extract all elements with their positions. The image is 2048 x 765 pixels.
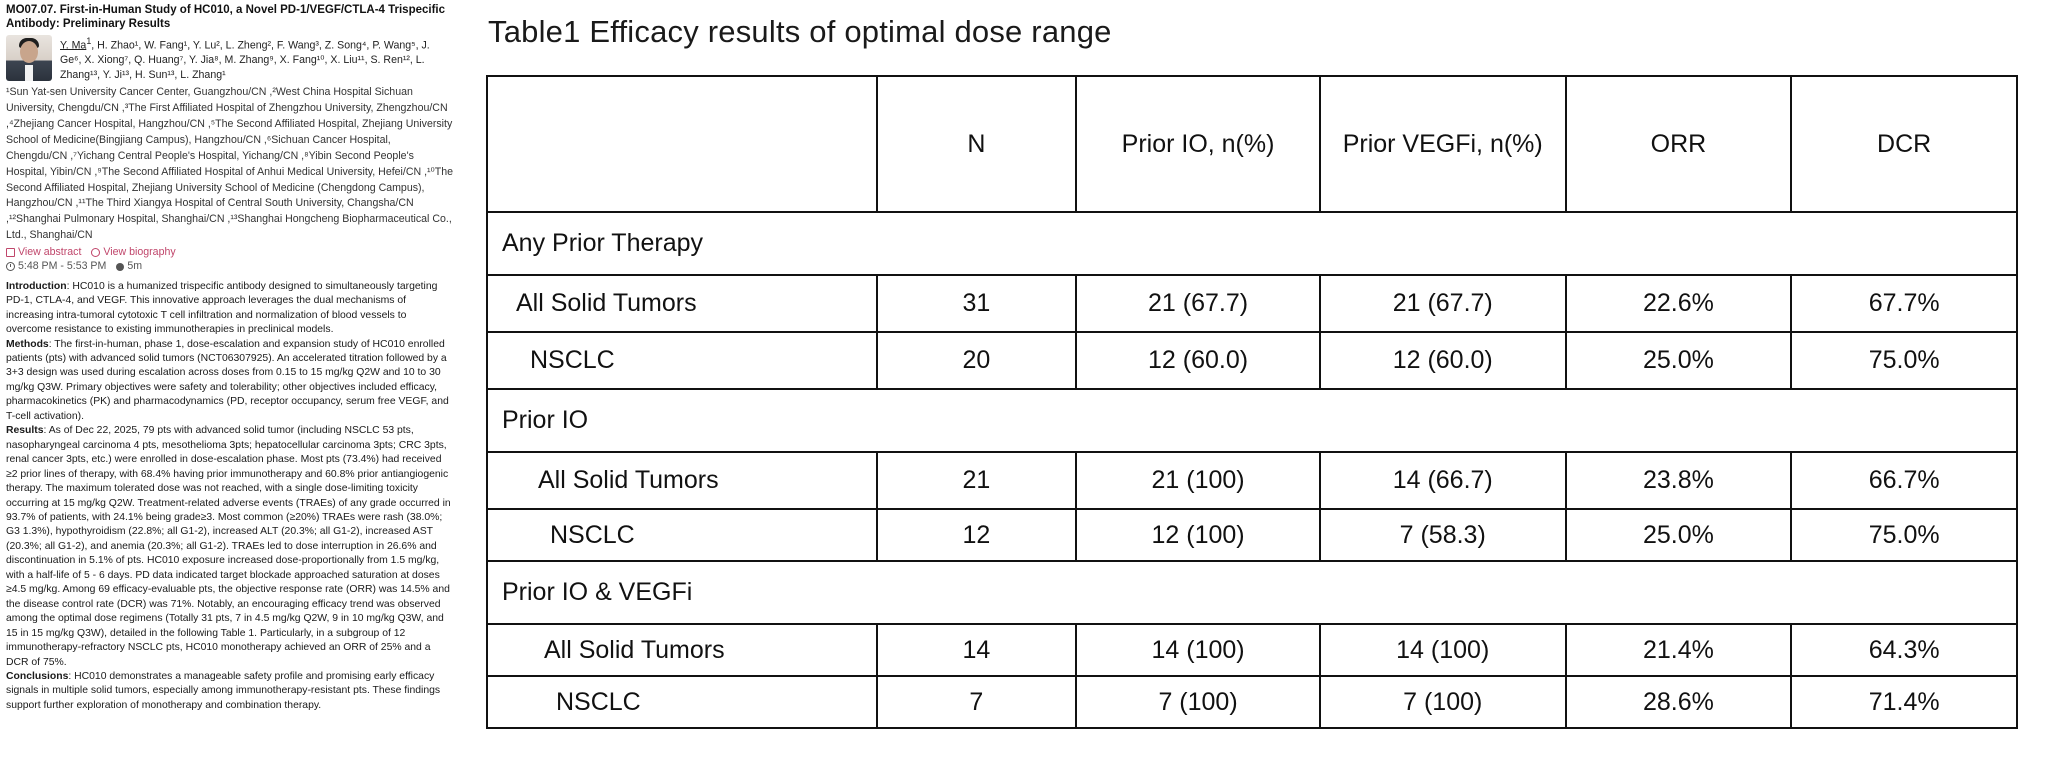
session-duration-text: 5m <box>127 260 143 273</box>
results-label: Results <box>6 425 44 437</box>
author-row: Y. Ma1, H. Zhao¹, W. Fang¹, Y. Lu², L. Z… <box>6 34 454 84</box>
cell-orr: 21.4% <box>1564 623 1793 677</box>
abstract-icon <box>6 247 15 257</box>
cell-prior-io: 12 (60.0) <box>1075 331 1321 390</box>
cell-prior-vegfi: 14 (66.7) <box>1318 451 1567 510</box>
time-row: 5:48 PM - 5:53 PM 5m <box>6 259 454 273</box>
header-cell-dcr: DCR <box>1790 75 2018 213</box>
table-header-row: N Prior IO, n(%) Prior VEGFi, n(%) ORR D… <box>486 75 2018 213</box>
group-label: Any Prior Therapy <box>486 211 2018 276</box>
presenter-avatar <box>6 34 52 81</box>
session-duration: 5m <box>116 259 142 273</box>
header-cell-prior-io: Prior IO, n(%) <box>1075 75 1321 213</box>
session-row: View abstract View biography <box>6 245 454 259</box>
cell-prior-io: 21 (100) <box>1075 451 1321 510</box>
cell-prior-io: 21 (67.7) <box>1075 274 1321 333</box>
timer-icon <box>116 262 125 271</box>
abstract-title: MO07.07. First-in-Human Study of HC010, … <box>6 4 446 30</box>
cell-orr: 23.8% <box>1564 451 1793 510</box>
row-label: NSCLC <box>486 675 878 729</box>
header-cell-n: N <box>875 75 1078 213</box>
first-author-sup: 1 <box>86 35 92 46</box>
view-biography-link[interactable]: View biography <box>91 245 176 259</box>
cell-dcr: 67.7% <box>1790 274 2018 333</box>
table-row: All Solid Tumors 21 21 (100) 14 (66.7) 2… <box>486 451 2018 510</box>
cell-prior-io: 7 (100) <box>1075 675 1321 729</box>
row-label: NSCLC <box>486 508 878 562</box>
table-row: NSCLC 20 12 (60.0) 12 (60.0) 25.0% 75.0% <box>486 331 2018 390</box>
cell-n: 12 <box>875 508 1078 562</box>
group-label: Prior IO <box>486 388 2018 453</box>
cell-prior-vegfi: 7 (100) <box>1318 675 1567 729</box>
session-time: 5:48 PM - 5:53 PM <box>6 259 106 273</box>
clock-icon <box>6 262 15 272</box>
row-label: All Solid Tumors <box>486 623 878 677</box>
cell-n: 21 <box>875 451 1078 510</box>
cell-orr: 22.6% <box>1564 274 1793 333</box>
intro-paragraph: Introduction: HC010 is a humanized trisp… <box>6 280 454 338</box>
intro-label: Introduction <box>6 280 67 292</box>
results-paragraph: Results: As of Dec 22, 2025, 79 pts with… <box>6 424 454 670</box>
header-cell-prior-vegfi: Prior VEGFi, n(%) <box>1318 75 1567 213</box>
row-label: All Solid Tumors <box>486 274 878 333</box>
efficacy-table: N Prior IO, n(%) Prior VEGFi, n(%) ORR D… <box>486 75 2018 729</box>
header-cell-label <box>486 75 878 213</box>
view-abstract-link[interactable]: View abstract <box>6 245 81 259</box>
methods-paragraph: Methods: The first-in-human, phase 1, do… <box>6 338 454 425</box>
first-author-link[interactable]: Y. Ma <box>60 39 87 52</box>
row-label: All Solid Tumors <box>486 451 878 510</box>
table-title: Table1 Efficacy results of optimal dose … <box>488 14 1112 49</box>
author-list: Y. Ma1, H. Zhao¹, W. Fang¹, Y. Lu², L. Z… <box>60 35 454 84</box>
other-authors: , H. Zhao¹, W. Fang¹, Y. Lu², L. Zheng²,… <box>60 39 430 82</box>
cell-prior-io: 12 (100) <box>1075 508 1321 562</box>
cell-dcr: 66.7% <box>1790 451 2018 510</box>
cell-dcr: 75.0% <box>1790 331 2018 390</box>
group-row: Prior IO & VEGFi <box>486 560 2018 625</box>
cell-n: 20 <box>875 331 1078 390</box>
view-biography-label: View biography <box>103 246 176 259</box>
cell-orr: 25.0% <box>1564 508 1793 562</box>
table-row: NSCLC 7 7 (100) 7 (100) 28.6% 71.4% <box>486 675 2018 729</box>
view-abstract-label: View abstract <box>18 246 82 259</box>
cell-dcr: 75.0% <box>1790 508 2018 562</box>
table-panel: Table1 Efficacy results of optimal dose … <box>458 0 2048 765</box>
cell-dcr: 71.4% <box>1790 675 2018 729</box>
conclusions-paragraph: Conclusions: HC010 demonstrates a manage… <box>6 670 454 713</box>
conclusions-label: Conclusions <box>6 670 69 682</box>
cell-n: 7 <box>875 675 1078 729</box>
group-label: Prior IO & VEGFi <box>486 560 2018 625</box>
cell-prior-vegfi: 21 (67.7) <box>1318 274 1567 333</box>
cell-dcr: 64.3% <box>1790 623 2018 677</box>
session-time-text: 5:48 PM - 5:53 PM <box>18 260 107 273</box>
table-row: All Solid Tumors 14 14 (100) 14 (100) 21… <box>486 623 2018 677</box>
intro-text: : HC010 is a humanized trispecific antib… <box>6 280 438 336</box>
row-label: NSCLC <box>486 331 878 390</box>
header-cell-orr: ORR <box>1564 75 1793 213</box>
person-icon <box>91 247 101 257</box>
cell-prior-vegfi: 12 (60.0) <box>1318 331 1567 390</box>
abstract-body: Introduction: HC010 is a humanized trisp… <box>6 280 454 714</box>
cell-prior-io: 14 (100) <box>1075 623 1321 677</box>
methods-label: Methods <box>6 338 49 350</box>
conclusions-text: : HC010 demonstrates a manageable safety… <box>6 670 441 711</box>
cell-n: 14 <box>875 623 1078 677</box>
abstract-panel: MO07.07. First-in-Human Study of HC010, … <box>0 0 458 765</box>
affiliations: ¹Sun Yat-sen University Cancer Center, G… <box>6 86 454 242</box>
cell-prior-vegfi: 7 (58.3) <box>1318 508 1567 562</box>
table-row: All Solid Tumors 31 21 (67.7) 21 (67.7) … <box>486 274 2018 333</box>
group-row: Prior IO <box>486 388 2018 453</box>
cell-prior-vegfi: 14 (100) <box>1318 623 1567 677</box>
results-text: : As of Dec 22, 2025, 79 pts with advanc… <box>6 425 451 668</box>
table-row: NSCLC 12 12 (100) 7 (58.3) 25.0% 75.0% <box>486 508 2018 562</box>
cell-orr: 25.0% <box>1564 331 1793 390</box>
cell-n: 31 <box>875 274 1078 333</box>
cell-orr: 28.6% <box>1564 675 1793 729</box>
methods-text: : The first-in-human, phase 1, dose-esca… <box>6 338 449 422</box>
group-row: Any Prior Therapy <box>486 211 2018 276</box>
